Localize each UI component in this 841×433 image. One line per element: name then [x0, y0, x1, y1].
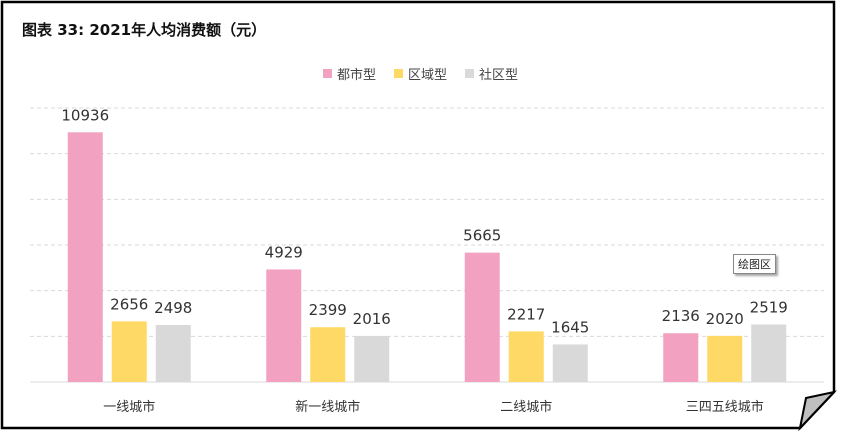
page-curl-icon [798, 390, 837, 432]
legend-item-0[interactable]: 都市型 [322, 64, 376, 83]
x-tick-label-0: 一线城市 [103, 399, 155, 415]
bar-0-2 [155, 324, 191, 382]
data-label-0-0: 10936 [61, 106, 109, 124]
bar-2-0 [464, 252, 500, 382]
bar-3-0 [663, 333, 699, 382]
data-label-2-2: 1645 [551, 318, 589, 336]
data-label-3-1: 2020 [706, 310, 744, 328]
legend-swatch-0 [322, 69, 332, 78]
bar-1-0 [266, 269, 302, 382]
data-label-1-0: 4929 [265, 243, 303, 261]
data-label-2-0: 5665 [463, 227, 501, 245]
data-label-1-2: 2016 [353, 310, 391, 328]
bar-1-1 [310, 327, 346, 382]
legend-item-2[interactable]: 社区型 [465, 64, 518, 83]
legend-label-0: 都市型 [336, 68, 376, 83]
data-label-0-1: 2656 [110, 295, 148, 313]
data-label-3-2: 2519 [750, 298, 788, 316]
x-tick-label-3: 三四五线城市 [686, 399, 764, 415]
legend-label-1: 区域型 [407, 68, 447, 83]
bar-1-2 [354, 335, 390, 382]
bar-2-1 [508, 331, 544, 382]
x-tick-label-2: 二线城市 [500, 399, 552, 415]
legend-label-2: 社区型 [479, 68, 519, 83]
data-label-3-0: 2136 [662, 307, 700, 325]
data-label-1-1: 2399 [309, 301, 347, 319]
plot-area-tooltip: 绘图区 [733, 254, 776, 274]
legend-swatch-1 [393, 69, 403, 78]
x-tick-label-1: 新一线城市 [295, 399, 360, 415]
bar-2-2 [552, 344, 588, 382]
bar-3-2 [751, 324, 787, 382]
bar-3-1 [707, 335, 743, 382]
bar-0-1 [111, 321, 147, 382]
bar-0-0 [67, 132, 103, 382]
legend: 都市型 区域型 社区型 [0, 64, 841, 83]
legend-swatch-2 [465, 69, 474, 78]
data-label-0-2: 2498 [154, 299, 192, 317]
chart-title: 图表 33: 2021年人均消费额（元） [22, 21, 267, 39]
data-label-2-1: 2217 [507, 305, 545, 323]
legend-item-1[interactable]: 区域型 [393, 64, 447, 83]
